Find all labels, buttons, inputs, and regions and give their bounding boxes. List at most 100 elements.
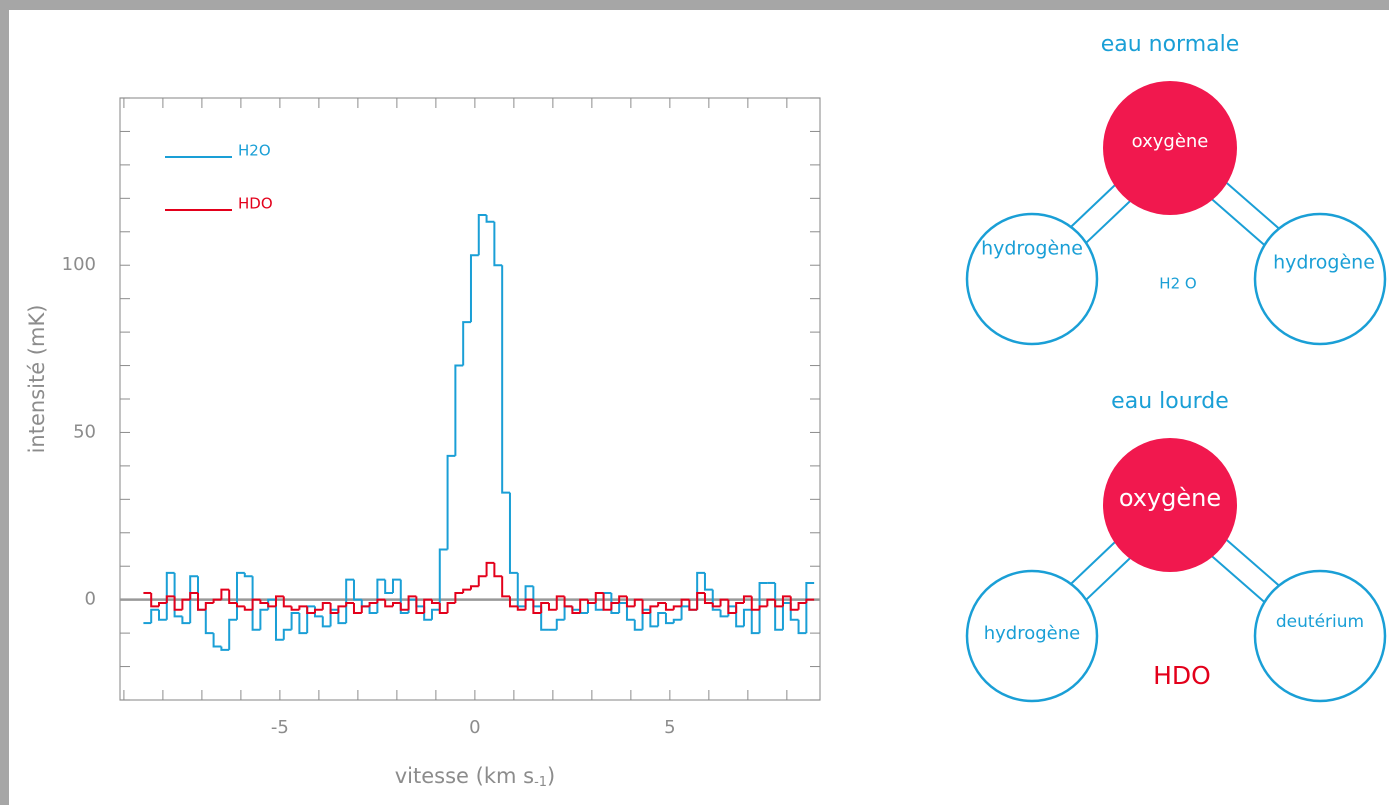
step-segment [274,595,284,607]
diagram-title: eau normale [1101,32,1240,57]
x-tick-label: 0 [469,717,480,738]
atom-circle [965,569,1099,703]
step-segment [282,596,292,608]
step-segment [657,602,666,607]
step-segment [633,619,643,631]
left-border [0,0,9,805]
step-segment [352,579,362,601]
step-segment [540,602,549,614]
step-segment [680,605,690,620]
step-segment [508,492,518,574]
step-segment [360,605,370,614]
oxygen-label: oxygène [1119,484,1221,512]
formula: H2 O [1159,275,1196,293]
step-segment [625,596,635,608]
atom-circle [1253,569,1387,703]
step-segment [181,598,191,610]
step-segment [251,576,261,631]
step-segment [805,581,815,634]
step-segment [438,603,448,615]
step-segment [274,599,284,641]
step-segment [368,606,378,615]
oxygen-label: oxygène [1132,131,1209,152]
step-segment [165,595,175,604]
step-segment [789,603,799,621]
step-segment [703,592,713,605]
step-segment [703,572,713,591]
step-segment [618,602,627,614]
y-axis-label: intensité (mK) [25,305,49,454]
step-segment [680,598,690,607]
step-segment [758,581,768,634]
step-segment [493,221,503,267]
step-segment [267,598,276,610]
atom-circle [1253,212,1387,346]
step-segment [610,592,620,615]
step-segment [555,618,565,630]
y-tick-label: 100 [62,254,96,275]
step-segment [391,578,401,593]
step-segment [189,591,198,600]
x-tick-label: -5 [271,717,289,738]
step-segment [649,605,659,614]
legend-label: H2O [238,142,271,160]
atom-circle [965,212,1099,346]
atom-label: hydrogène [1273,252,1375,274]
step-segment [633,598,643,607]
step-segment [290,606,300,611]
step-segment [438,548,448,610]
step-segment [805,598,815,604]
step-segment [774,582,783,631]
x-axis-label-text: vitesse (km s [395,764,534,788]
step-segment [337,605,347,614]
step-segment [594,603,604,611]
step-segment [664,613,674,625]
step-segment [298,613,308,635]
step-segment [196,592,206,611]
step-segment [657,612,666,627]
step-segment [345,578,354,624]
step-segment [501,265,510,494]
step-segment [204,609,214,635]
step-segment [251,598,261,610]
bond-line [1065,181,1119,232]
step-segment [407,595,417,610]
step-segment [267,603,276,608]
step-segment [563,596,573,608]
step-segment [719,609,729,618]
bond-line [1080,554,1135,605]
step-segment [625,603,635,621]
step-segment [602,591,612,610]
step-segment [150,592,159,608]
step-segment [727,599,737,615]
step-segment [516,572,526,608]
step-segment [298,605,308,610]
step-segment [399,603,409,611]
step-segment [586,599,596,605]
step-segment [781,602,791,630]
step-segment [649,609,659,628]
step-segment [711,589,721,611]
step-segment [454,364,464,456]
step-segment [446,602,456,614]
step-segment [376,578,386,614]
diagram-title: eau lourde [1111,389,1229,414]
step-segment [220,646,230,651]
step-segment [696,571,705,610]
step-segment [750,609,760,635]
step-segment [446,454,456,550]
step-segment [742,608,752,627]
step-segment [337,609,347,625]
step-segment [345,602,354,607]
step-segment [212,598,222,604]
step-segment [516,606,526,611]
step-segment [321,602,331,610]
step-segment [555,595,565,610]
step-segment [454,591,464,604]
y-tick-label: 50 [73,421,96,442]
y-tick-label: 0 [85,589,96,610]
step-segment [742,595,752,604]
legend-label: HDO [238,195,273,213]
step-segment [672,618,682,624]
